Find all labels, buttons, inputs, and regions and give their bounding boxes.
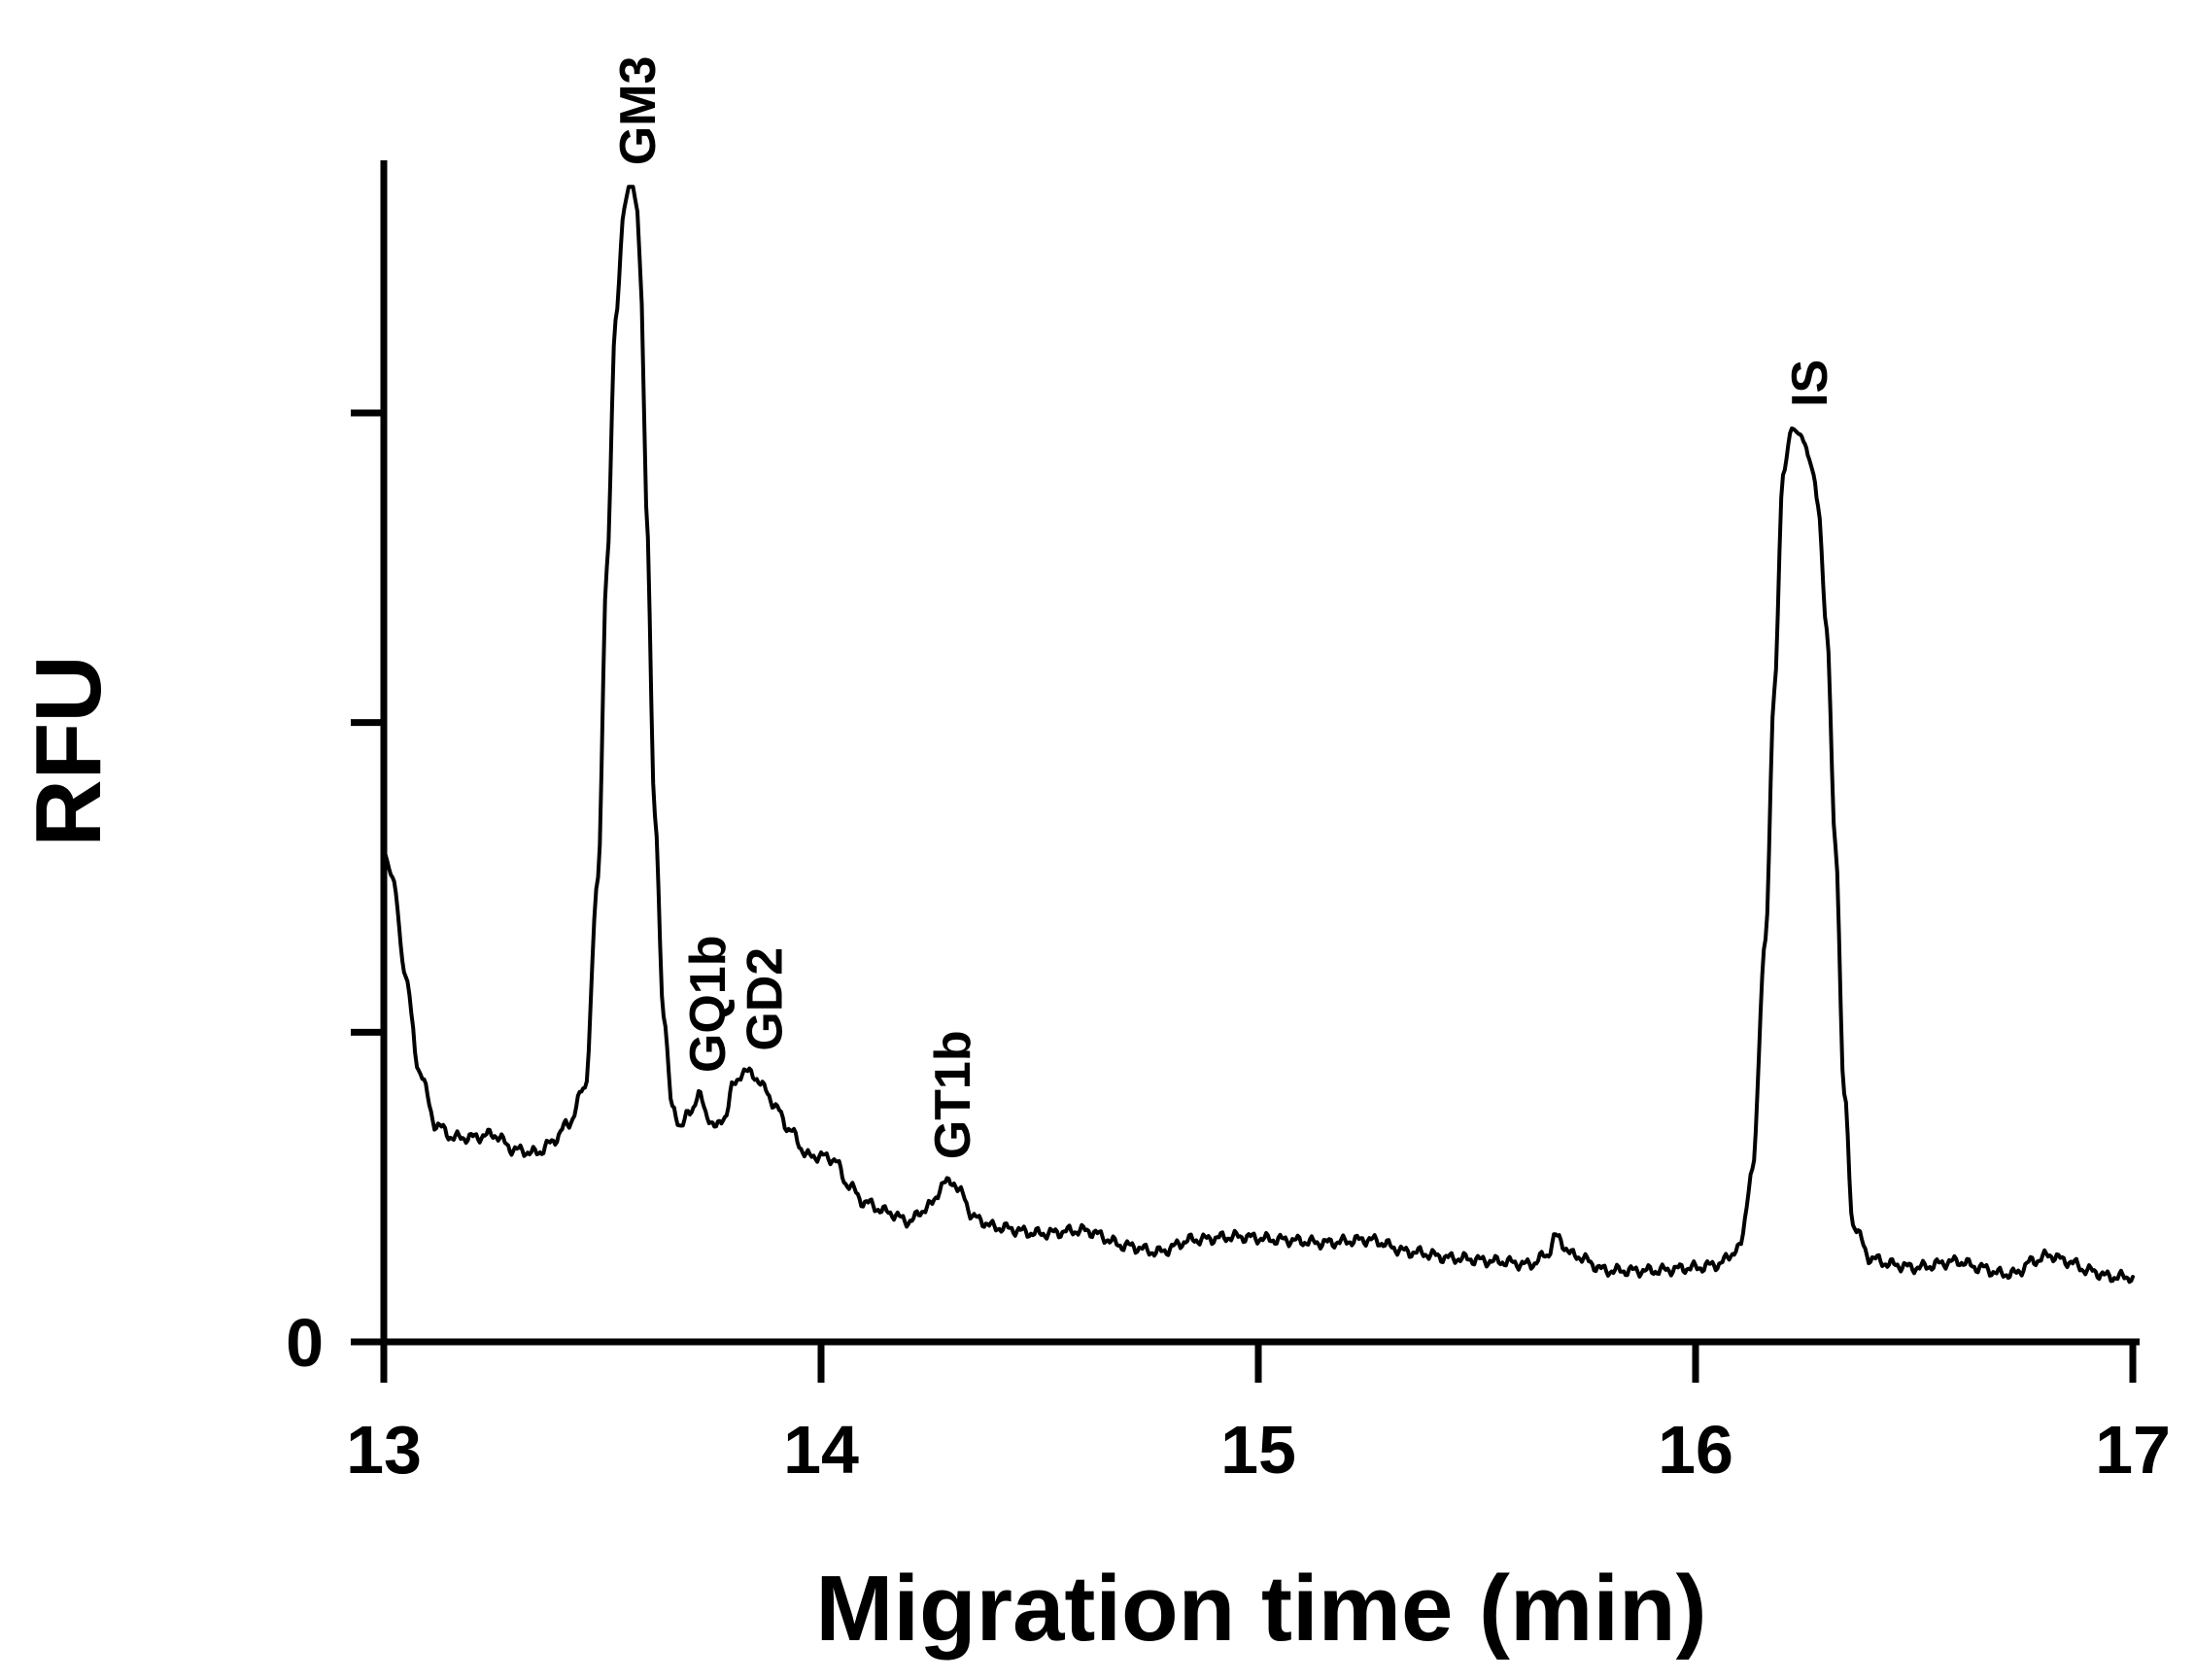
peak-label-gm3: GM3 [610, 56, 667, 166]
series-trace-0 [382, 185, 2135, 1285]
ticks-group: 13 14 15 16 17 0 [286, 409, 2171, 1488]
x-tick-label-16: 16 [1658, 1412, 1733, 1488]
y-tick-label-0: 0 [286, 1305, 324, 1381]
x-tick-label-15: 15 [1220, 1412, 1296, 1488]
x-tick-label-13: 13 [346, 1412, 422, 1488]
peak-label-is: IS [1782, 360, 1838, 407]
peak-labels-group: GM3 GQ1b GD2 GT1b IS [610, 56, 1838, 1160]
peak-label-gt1b: GT1b [925, 1030, 981, 1159]
plot-area [382, 185, 2135, 1285]
axes-group [351, 160, 2140, 1346]
peak-label-gq1b: GQ1b [680, 936, 737, 1074]
y-axis-title: RFU [17, 655, 120, 846]
x-tick-label-17: 17 [2095, 1412, 2171, 1488]
peak-label-gd2: GD2 [737, 947, 794, 1051]
x-axis-title: Migration time (min) [815, 1557, 1706, 1661]
x-tick-label-14: 14 [783, 1412, 859, 1488]
